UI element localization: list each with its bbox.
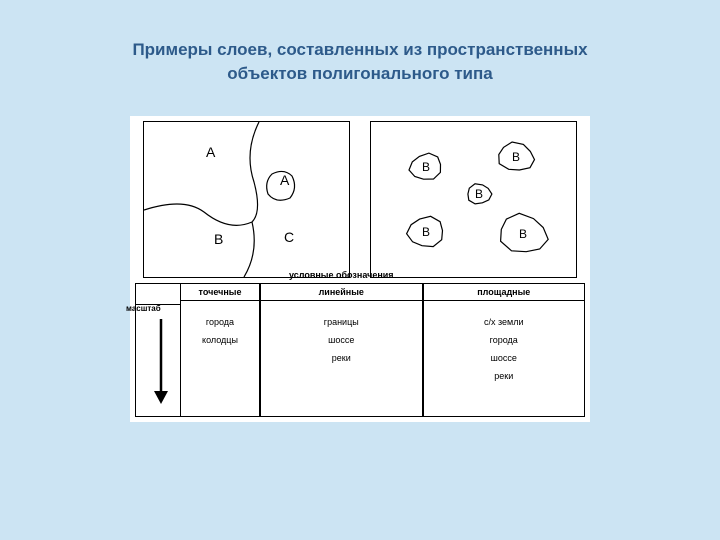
legend-item: колодцы bbox=[181, 335, 259, 345]
right-panel: B B B B B bbox=[370, 121, 577, 278]
scale-label: масштаб bbox=[126, 304, 161, 313]
legend-item: города bbox=[181, 317, 259, 327]
legend-col-0: точечные города колодцы bbox=[180, 283, 260, 417]
legend-item: с/х земли bbox=[424, 317, 585, 327]
left-panel-svg: A A B C bbox=[144, 122, 349, 277]
svg-text:B: B bbox=[512, 150, 520, 164]
svg-text:B: B bbox=[519, 227, 527, 241]
legend-col-1: условные обозначения линейные границы шо… bbox=[260, 283, 423, 417]
legend-item: реки bbox=[424, 371, 585, 381]
legend-item: шоссе bbox=[261, 335, 422, 345]
right-panel-svg: B B B B B bbox=[371, 122, 576, 277]
title-line-2: объектов полигонального типа bbox=[227, 64, 492, 83]
panels-row: A A B C B B B B B bbox=[130, 116, 590, 283]
svg-text:B: B bbox=[422, 225, 430, 239]
svg-text:B: B bbox=[214, 231, 223, 247]
title-line-1: Примеры слоев, составленных из пространс… bbox=[132, 40, 587, 59]
legend-item: города bbox=[424, 335, 585, 345]
legend-header-2: площадные bbox=[424, 284, 585, 301]
legend-grid: масштаб точечные города колодцы условные… bbox=[135, 283, 585, 417]
legend-body-0: города колодцы bbox=[181, 301, 259, 416]
legend-header-1: линейные bbox=[261, 284, 422, 301]
legend-body-1: границы шоссе реки bbox=[261, 301, 422, 416]
legend-super-title: условные обозначения bbox=[261, 270, 422, 280]
svg-text:C: C bbox=[284, 229, 294, 245]
diagram-container: A A B C B B B B B масштаб точечные города колод… bbox=[130, 116, 590, 422]
legend-area: масштаб точечные города колодцы условные… bbox=[130, 283, 590, 422]
legend-item: границы bbox=[261, 317, 422, 327]
svg-text:A: A bbox=[280, 172, 290, 188]
legend-item: реки bbox=[261, 353, 422, 363]
page-title: Примеры слоев, составленных из пространс… bbox=[0, 0, 720, 86]
svg-text:B: B bbox=[422, 160, 430, 174]
legend-col-2: площадные с/х земли города шоссе реки bbox=[423, 283, 586, 417]
svg-text:B: B bbox=[475, 187, 483, 201]
svg-text:A: A bbox=[206, 144, 216, 160]
arrow-down-icon bbox=[151, 319, 171, 404]
scale-column: масштаб bbox=[135, 283, 180, 417]
legend-body-2: с/х земли города шоссе реки bbox=[424, 301, 585, 416]
left-panel: A A B C bbox=[143, 121, 350, 278]
legend-header-0: точечные bbox=[181, 284, 259, 301]
legend-item: шоссе bbox=[424, 353, 585, 363]
